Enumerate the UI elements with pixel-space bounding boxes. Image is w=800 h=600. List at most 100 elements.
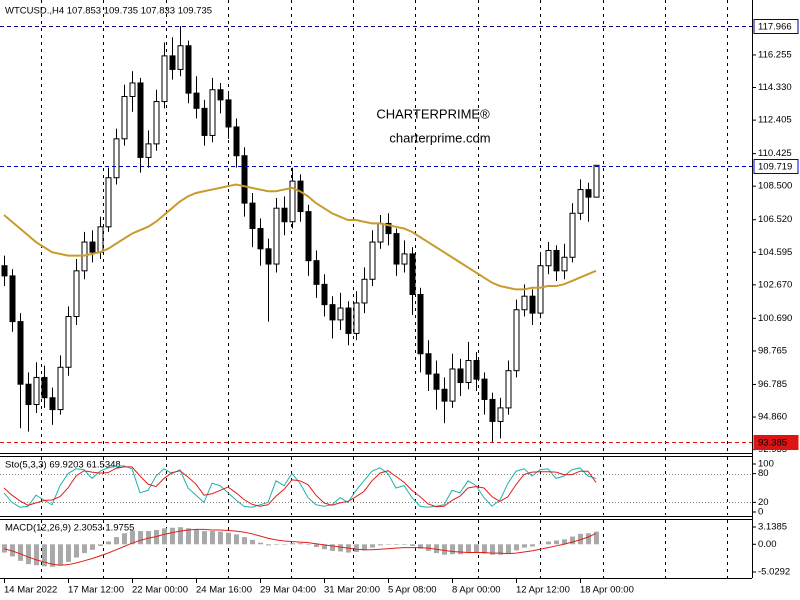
macd-bar bbox=[482, 544, 487, 554]
candle-body bbox=[385, 222, 392, 235]
candle-body bbox=[281, 207, 288, 223]
macd-bar bbox=[386, 544, 391, 545]
candle-body bbox=[137, 82, 144, 158]
candle-body bbox=[257, 228, 264, 250]
macd-bar bbox=[450, 544, 455, 555]
candle-body bbox=[393, 233, 400, 265]
y-tick-label: 104.595 bbox=[758, 247, 792, 258]
y-tick-label: 0.00 bbox=[758, 539, 777, 550]
macd-bar bbox=[418, 544, 423, 549]
macd-bar bbox=[114, 537, 119, 545]
indicator-title: MACD(12,26,9) 2.3053 1.9755 bbox=[5, 523, 134, 534]
candle-body bbox=[401, 253, 408, 265]
y-tick-label: 102.670 bbox=[758, 279, 792, 290]
macd-bar bbox=[330, 544, 335, 551]
macd-bar bbox=[506, 544, 511, 554]
macd-bar bbox=[378, 544, 383, 546]
candle-body bbox=[489, 398, 496, 422]
x-tick-label: 12 Apr 12:00 bbox=[516, 585, 570, 596]
x-tick-label: 29 Mar 04:00 bbox=[260, 585, 316, 596]
macd-bar bbox=[314, 544, 319, 548]
y-tick-label: 0 bbox=[758, 507, 763, 518]
price-label-box bbox=[753, 435, 799, 450]
candle-body bbox=[25, 383, 32, 406]
candle-body bbox=[105, 177, 112, 228]
macd-bar bbox=[274, 544, 279, 545]
macd-bar bbox=[354, 544, 359, 553]
price-label: 109.719 bbox=[758, 162, 792, 173]
candle-body bbox=[425, 353, 432, 375]
macd-bar bbox=[554, 540, 559, 545]
y-tick-label: 96.785 bbox=[758, 379, 787, 390]
candle-body bbox=[121, 95, 128, 140]
y-tick-label: 20 bbox=[758, 497, 769, 508]
stochastic-main bbox=[3, 465, 597, 508]
macd-bar bbox=[266, 544, 271, 546]
candle-body bbox=[505, 370, 512, 409]
macd-bar bbox=[162, 528, 167, 545]
macd-bar bbox=[498, 544, 503, 555]
macd-bar bbox=[250, 539, 255, 545]
candle-body bbox=[17, 321, 24, 385]
candle-body bbox=[569, 212, 576, 258]
macd-bar bbox=[426, 544, 431, 551]
candle-body bbox=[161, 55, 168, 103]
candle-body bbox=[41, 376, 48, 399]
macd-bar bbox=[322, 544, 327, 550]
candle-body bbox=[249, 202, 256, 230]
macd-bar bbox=[98, 544, 103, 546]
candle-body bbox=[297, 180, 304, 213]
x-tick-label: 18 Apr 00:00 bbox=[580, 585, 634, 596]
macd-bar bbox=[154, 529, 159, 545]
candle-body bbox=[361, 278, 368, 304]
macd-bar bbox=[210, 531, 215, 545]
macd-bar bbox=[362, 544, 367, 551]
candle-body bbox=[185, 45, 192, 94]
macd-bar bbox=[538, 543, 543, 545]
macd-bar bbox=[306, 544, 311, 545]
macd-bar bbox=[82, 544, 87, 554]
candle-body bbox=[265, 248, 272, 265]
macd-bar bbox=[234, 534, 239, 545]
candle-body bbox=[481, 378, 488, 400]
candle-body bbox=[457, 368, 464, 384]
y-tick-label: 116.255 bbox=[758, 49, 792, 60]
candle-body bbox=[65, 316, 72, 368]
y-tick-label: 108.500 bbox=[758, 181, 792, 192]
price-label-box bbox=[753, 19, 799, 34]
macd-bar bbox=[130, 530, 135, 545]
candle-body bbox=[497, 407, 504, 422]
macd-bar bbox=[42, 544, 47, 567]
watermark: CHARTERPRIME® bbox=[376, 106, 490, 121]
candle-body bbox=[321, 283, 328, 306]
candle-body bbox=[409, 253, 416, 296]
x-tick-label: 8 Apr 00:00 bbox=[452, 585, 501, 596]
stochastic-signal bbox=[3, 466, 597, 508]
macd-bar bbox=[90, 544, 95, 550]
candle-body bbox=[201, 107, 208, 136]
candle-body bbox=[225, 99, 232, 128]
candle-body bbox=[577, 189, 584, 214]
candle-body bbox=[465, 360, 472, 384]
candle-body bbox=[513, 309, 520, 372]
x-tick-label: 17 Mar 12:00 bbox=[68, 585, 124, 596]
candle-body bbox=[529, 295, 536, 314]
candle-body bbox=[49, 397, 56, 411]
macd-bar bbox=[202, 531, 207, 545]
macd-bar bbox=[74, 544, 79, 558]
macd-bar bbox=[218, 531, 223, 545]
candle-body bbox=[193, 92, 200, 109]
macd-bar bbox=[298, 543, 303, 545]
macd-bar bbox=[442, 544, 447, 555]
macd-bar bbox=[458, 544, 463, 555]
candle-body bbox=[377, 222, 384, 243]
candle-body bbox=[593, 164, 600, 198]
indicator-title: Sto(5,3,3) 69.9203 61.5348 bbox=[5, 460, 121, 471]
macd-bar bbox=[178, 527, 183, 545]
macd-bar bbox=[242, 537, 247, 545]
candle-body bbox=[433, 373, 440, 390]
macd-bar bbox=[578, 533, 583, 545]
macd-bar bbox=[402, 544, 407, 545]
